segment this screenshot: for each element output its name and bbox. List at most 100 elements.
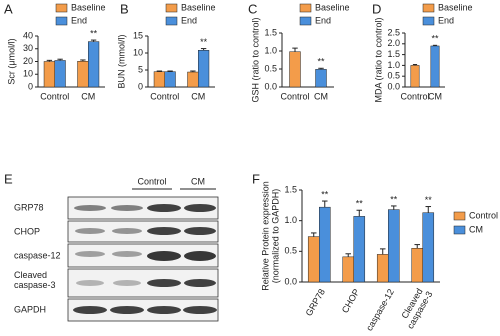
y-tick-label: 0.0 — [264, 81, 277, 91]
row-label: Cleaved caspase-3 — [14, 270, 56, 290]
error-bar — [379, 248, 386, 255]
panel-letter: B — [120, 1, 129, 16]
lane-label: CM — [191, 176, 205, 186]
error-bar — [345, 253, 351, 257]
panel-letter: F — [252, 171, 260, 186]
bar — [77, 60, 89, 88]
legend-label: Baseline — [181, 2, 216, 12]
x-tick-label: Control — [150, 91, 179, 101]
y-tick-label: 0 — [28, 81, 33, 91]
row-label: CHOP — [14, 226, 40, 236]
x-tick-label: CHOP — [340, 287, 362, 315]
x-tick-label: CM — [191, 91, 205, 101]
y-tick-label: 0 — [138, 81, 143, 91]
legend-label: End — [438, 15, 454, 25]
blot-strip — [67, 243, 219, 268]
legend-label: End — [181, 15, 197, 25]
error-bar — [90, 39, 97, 42]
significance: ** — [317, 57, 325, 67]
lane-label: Control — [137, 176, 166, 186]
legend-label: End — [315, 15, 331, 25]
band — [111, 205, 143, 211]
legend-label: CM — [469, 224, 483, 234]
bar — [376, 254, 389, 283]
y-tick-label: 1.5 — [387, 49, 400, 59]
band — [75, 251, 105, 257]
legend-swatch — [299, 16, 312, 26]
y-tick-label: 0.5 — [387, 71, 400, 81]
y-axis-label: Scr (μmol/l) — [6, 38, 16, 84]
significance: ** — [390, 194, 398, 204]
bar — [315, 69, 327, 88]
y-tick-label: 0.5 — [264, 63, 277, 73]
row-label: GAPDH — [14, 304, 46, 314]
bar — [422, 212, 435, 283]
bar — [307, 236, 320, 283]
band — [184, 251, 216, 261]
error-bar — [46, 59, 53, 62]
legend-label: Baseline — [315, 2, 350, 12]
y-tick-label: 10 — [133, 47, 143, 57]
legend-swatch — [165, 3, 178, 13]
legend-label: End — [71, 15, 87, 25]
y-axis-label: Relative Protein expression — [260, 181, 270, 291]
y-tick-label: 0.0 — [284, 276, 297, 286]
error-bar — [156, 70, 163, 72]
y-tick-label: 30 — [23, 43, 33, 53]
error-bar — [412, 64, 418, 66]
bar — [353, 216, 366, 283]
row-label: caspase-12 — [14, 250, 61, 260]
legend-swatch — [165, 16, 178, 26]
band — [147, 306, 181, 314]
y-tick-label: 40 — [23, 30, 33, 40]
x-tick-label: Control — [280, 91, 309, 101]
error-bar — [414, 244, 420, 249]
error-bar — [292, 47, 298, 52]
x-tick-label: CM — [314, 91, 328, 101]
error-bar — [322, 200, 328, 208]
y-tick-label: 1.5 — [264, 27, 277, 37]
band — [184, 279, 216, 287]
legend-swatch — [422, 3, 435, 13]
row-label: GRP78 — [14, 202, 44, 212]
band — [76, 280, 104, 286]
bar — [342, 256, 354, 283]
band — [75, 228, 105, 234]
legend-swatch — [453, 211, 466, 221]
bar — [411, 248, 423, 283]
legend-swatch — [299, 3, 312, 13]
y-tick-label: 1.0 — [284, 215, 297, 225]
y-tick-label: 15 — [133, 30, 143, 40]
error-bar — [432, 44, 438, 46]
x-tick-label: Control — [400, 91, 429, 101]
error-bar — [80, 59, 86, 62]
significance: ** — [425, 195, 433, 205]
y-axis-label: (normalized to GAPDH) — [270, 189, 280, 284]
significance: ** — [356, 199, 364, 209]
bar — [43, 61, 55, 88]
bar — [410, 65, 420, 88]
bar — [319, 206, 331, 283]
y-tick-label: 0.5 — [284, 246, 297, 256]
bar — [187, 71, 199, 88]
significance: ** — [321, 189, 329, 199]
western-blot: E Control CM GRP78 CHOP caspase-12 Cleav… — [4, 171, 219, 322]
legend-swatch — [55, 16, 68, 26]
x-tick-label: caspase-12 — [364, 287, 396, 332]
error-bar — [391, 205, 397, 210]
panel-letter: C — [248, 1, 257, 16]
y-axis-label: GSH (ratio to control) — [250, 17, 260, 102]
bar — [164, 71, 176, 88]
band — [74, 205, 106, 211]
panel-letter: E — [4, 171, 13, 186]
error-bar — [57, 58, 63, 61]
band — [73, 306, 107, 314]
band — [112, 251, 142, 257]
band — [184, 227, 216, 235]
band — [112, 228, 142, 234]
error-bar — [190, 70, 196, 73]
band — [113, 280, 141, 286]
band — [184, 204, 216, 212]
x-tick-label: CM — [81, 91, 95, 101]
